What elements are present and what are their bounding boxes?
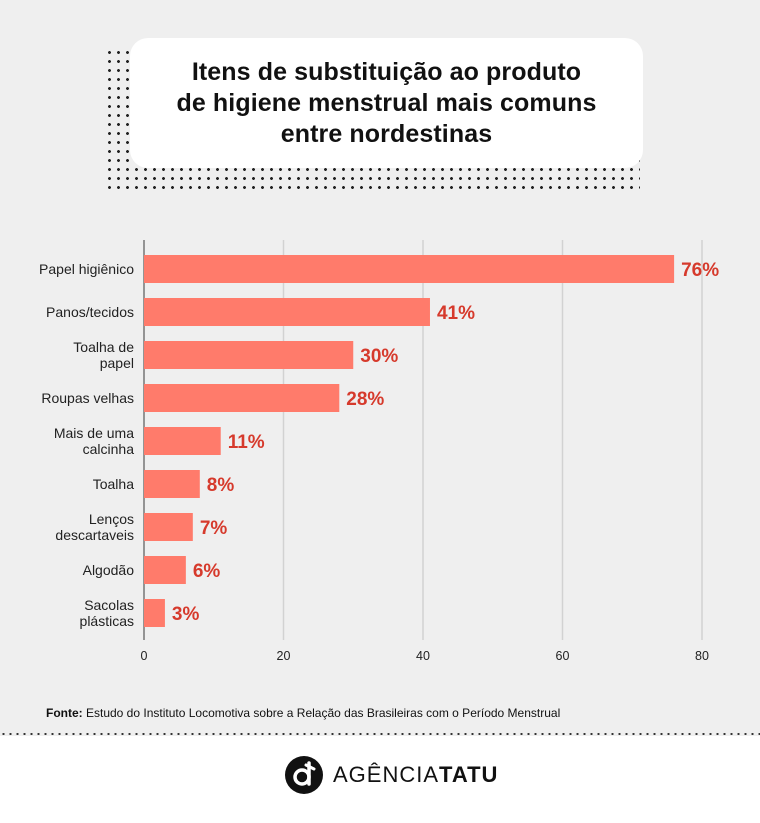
title-card: Itens de substituição ao produto de higi… bbox=[105, 38, 645, 195]
category-label: Panos/tecidos bbox=[46, 304, 134, 320]
category-label-line: descartaveis bbox=[55, 527, 134, 543]
category-label-line: Sacolas bbox=[84, 597, 134, 613]
source-note: Fonte: Estudo do Instituto Locomotiva so… bbox=[46, 706, 560, 720]
category-label-line: Algodão bbox=[83, 562, 135, 578]
bar bbox=[144, 384, 340, 412]
category-label: Mais de uma calcinha bbox=[54, 425, 134, 457]
x-tick-label: 40 bbox=[416, 649, 430, 663]
bar bbox=[144, 298, 430, 326]
category-label-line: Mais de uma bbox=[54, 425, 134, 441]
category-label: Sacolas plásticas bbox=[80, 597, 134, 629]
category-label-line: Toalha de bbox=[73, 339, 134, 355]
bar-value-label: 41% bbox=[437, 303, 475, 324]
bar-value-label: 7% bbox=[200, 518, 228, 539]
chart-title: Itens de substituição ao produto de higi… bbox=[176, 57, 597, 148]
bar-value-label: 28% bbox=[346, 389, 384, 410]
bar-value-label: 30% bbox=[360, 346, 398, 367]
category-label-line: Toalha bbox=[93, 476, 134, 492]
bar bbox=[144, 427, 221, 455]
footer: AGÊNCIATATU bbox=[0, 736, 760, 823]
bar bbox=[144, 470, 200, 498]
bar-value-label: 6% bbox=[193, 561, 221, 582]
x-tick-label: 60 bbox=[556, 649, 570, 663]
bar bbox=[144, 341, 354, 369]
source-prefix: Fonte: bbox=[46, 706, 83, 720]
bar bbox=[144, 599, 165, 627]
category-label-line: Panos/tecidos bbox=[46, 304, 134, 320]
category-label-line: papel bbox=[100, 355, 134, 371]
bar bbox=[144, 556, 186, 584]
title-box: Itens de substituição ao produto de higi… bbox=[130, 38, 643, 168]
category-label-line: Roupas velhas bbox=[41, 390, 134, 406]
x-tick-label: 0 bbox=[141, 649, 148, 663]
category-label-line: calcinha bbox=[83, 441, 135, 457]
category-label: Roupas velhas bbox=[41, 390, 134, 406]
agencia-tatu-logo: AGÊNCIATATU bbox=[284, 755, 498, 795]
category-label: Lenços descartaveis bbox=[55, 511, 134, 543]
bar bbox=[144, 513, 193, 541]
dotted-divider bbox=[0, 733, 760, 735]
bar-value-label: 11% bbox=[228, 432, 265, 453]
bar-chart: 0 20 40 60 80 76% Papel higiênico 41% Panos/teci… bbox=[39, 240, 719, 663]
x-tick-label: 80 bbox=[695, 649, 709, 663]
x-tick-label: 20 bbox=[277, 649, 291, 663]
category-label: Algodão bbox=[83, 562, 135, 578]
bar bbox=[144, 255, 675, 283]
category-label-line: Papel higiênico bbox=[39, 261, 134, 277]
category-label: Toalha de papel bbox=[73, 339, 134, 371]
logo-text-light: AGÊNCIA bbox=[333, 762, 440, 787]
agencia-tatu-logo-icon bbox=[285, 756, 323, 794]
category-label: Papel higiênico bbox=[39, 261, 134, 277]
category-label: Toalha bbox=[93, 476, 134, 492]
bar-value-label: 76% bbox=[681, 260, 719, 281]
source-text: Estudo do Instituto Locomotiva sobre a R… bbox=[82, 706, 561, 720]
logo-text-bold: TATU bbox=[439, 762, 499, 787]
category-label-line: Lenços bbox=[89, 511, 134, 527]
category-label-line: plásticas bbox=[80, 613, 134, 629]
bar-value-label: 3% bbox=[172, 604, 200, 625]
bar-value-label: 8% bbox=[207, 475, 235, 496]
